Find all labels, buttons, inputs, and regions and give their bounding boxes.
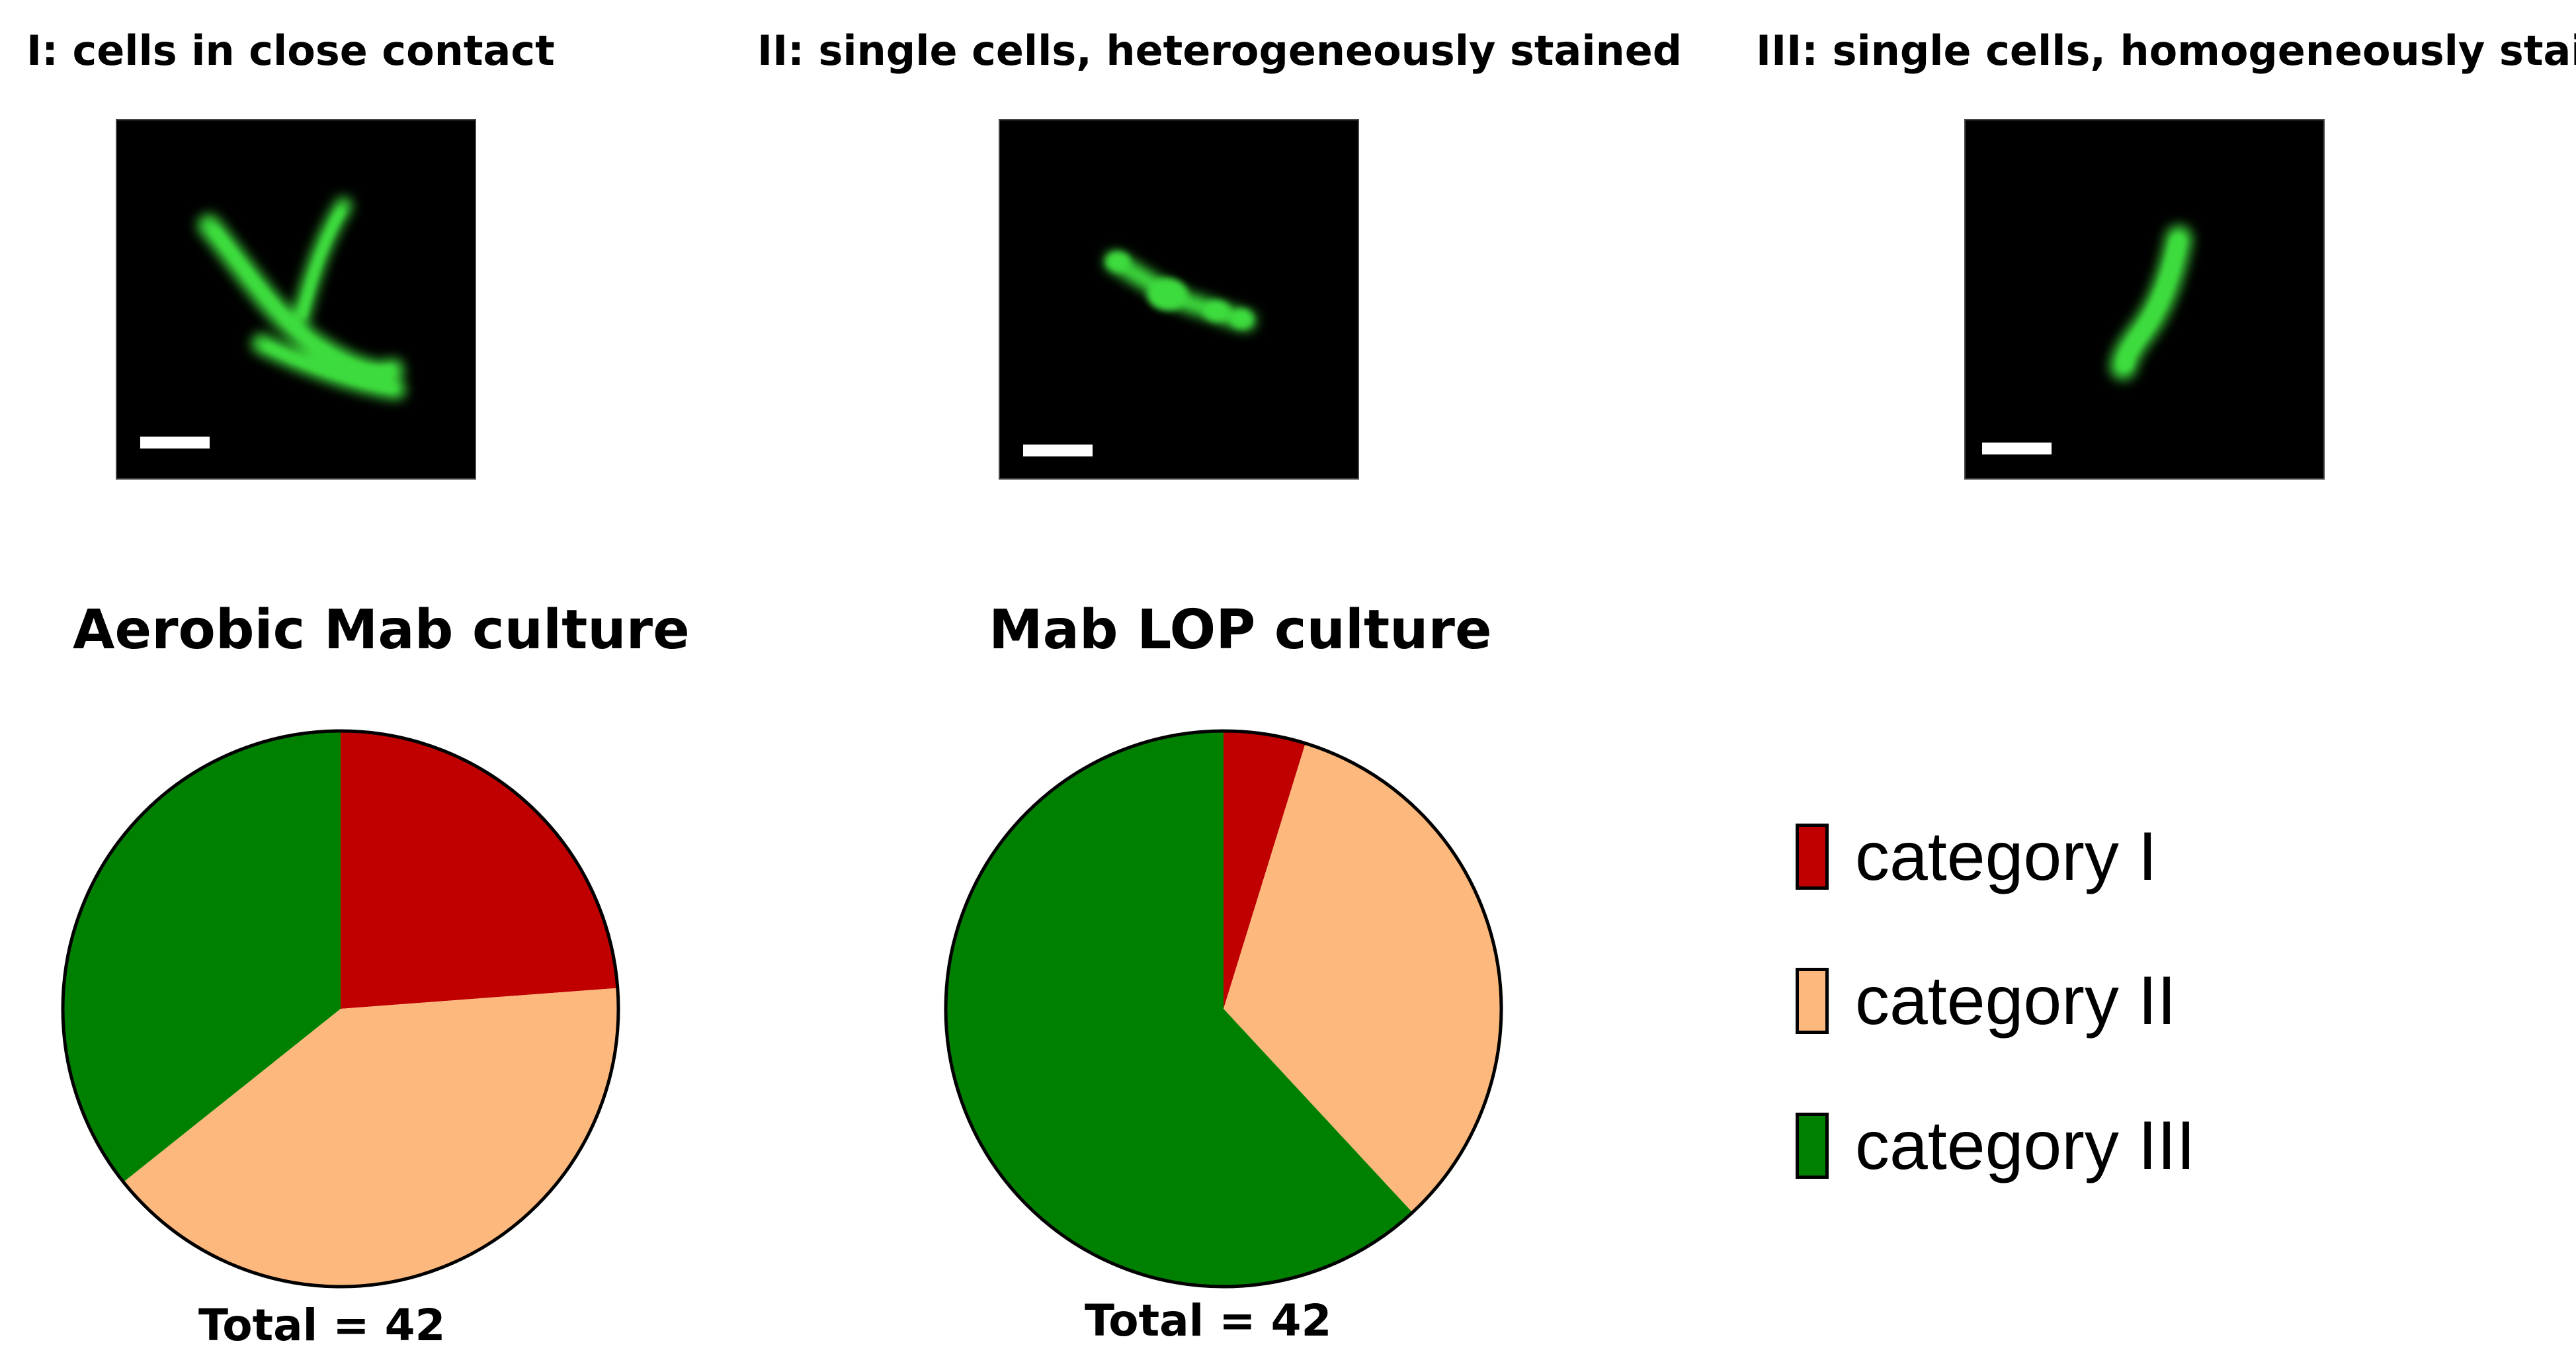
legend-swatch-category-iii (1796, 1113, 1829, 1179)
scale-bar (1023, 445, 1093, 456)
panel-title-category-ii: II: single cells, heterogeneously staine… (757, 26, 1683, 75)
legend-item-category-iii: category III (1796, 1107, 2196, 1184)
legend-label-category-ii: category II (1855, 962, 2177, 1039)
pie-slice-category-II (1224, 743, 1501, 1213)
chart-title-lop: Mab LOP culture (989, 599, 1492, 662)
legend-item-category-i: category I (1796, 818, 2157, 895)
scale-bar (140, 437, 210, 449)
total-aerobic: Total = 42 (198, 1300, 446, 1351)
micrograph-i-image (198, 197, 406, 400)
scale-bar (1982, 443, 2052, 454)
panel-title-category-iii: III: single cells, homogeneously stained (1756, 26, 2576, 75)
pie-slice-category-I (1224, 731, 1306, 1009)
pie-chart-lop (944, 729, 1503, 1289)
legend-item-category-ii: category II (1796, 962, 2177, 1039)
legend-swatch-category-ii (1796, 968, 1829, 1034)
legend-label-category-iii: category III (1855, 1107, 2196, 1184)
micrograph-ii-image (1104, 251, 1257, 331)
pie-slice-category-III (62, 731, 341, 1182)
pie-chart-aerobic (61, 729, 620, 1289)
panel-title-category-i: I: cells in close contact (26, 26, 555, 75)
micrograph-iii-image (2110, 225, 2192, 380)
micrograph-category-ii (999, 119, 1359, 480)
micrograph-category-iii (1964, 119, 2325, 480)
pie-slice-category-I (341, 731, 618, 1009)
pie-outline (944, 729, 1503, 1289)
legend-label-category-i: category I (1855, 818, 2157, 895)
chart-title-aerobic: Aerobic Mab culture (73, 599, 690, 662)
legend-swatch-category-i (1796, 824, 1829, 890)
pie-outline (61, 729, 620, 1289)
pie-slice-category-II (123, 988, 619, 1287)
pie-slice-category-III (946, 731, 1413, 1287)
total-lop: Total = 42 (1085, 1295, 1332, 1346)
micrograph-category-i (116, 119, 476, 480)
